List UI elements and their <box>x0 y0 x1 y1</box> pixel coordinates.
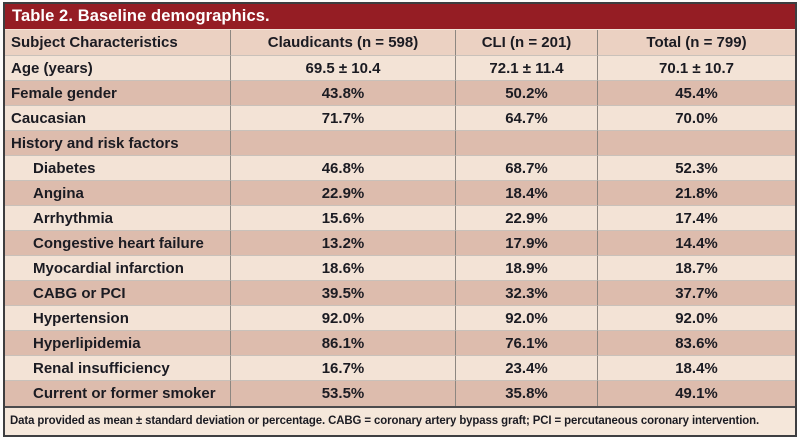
row-value: 53.5% <box>231 381 456 406</box>
row-value: 83.6% <box>598 331 795 356</box>
table-row: CABG or PCI 39.5% 32.3% 37.7% <box>5 281 795 306</box>
row-label: Renal insufficiency <box>5 356 231 381</box>
table-row: Myocardial infarction 18.6% 18.9% 18.7% <box>5 256 795 281</box>
table-row: Diabetes 46.8% 68.7% 52.3% <box>5 156 795 181</box>
row-label: Diabetes <box>5 156 231 181</box>
row-value: 43.8% <box>231 81 456 106</box>
row-value: 71.7% <box>231 106 456 131</box>
row-label: CABG or PCI <box>5 281 231 306</box>
row-value: 86.1% <box>231 331 456 356</box>
row-value: 22.9% <box>231 181 456 206</box>
table-row: Current or former smoker 53.5% 35.8% 49.1% <box>5 381 795 406</box>
table-row: Female gender 43.8% 50.2% 45.4% <box>5 81 795 106</box>
row-value: 70.0% <box>598 106 795 131</box>
row-value: 17.9% <box>456 231 598 256</box>
row-value: 69.5 ± 10.4 <box>231 56 456 81</box>
row-value: 18.6% <box>231 256 456 281</box>
table-body: Age (years) 69.5 ± 10.4 72.1 ± 11.4 70.1 ± … <box>5 56 795 406</box>
table-row: Angina 22.9% 18.4% 21.8% <box>5 181 795 206</box>
row-label: Caucasian <box>5 106 231 131</box>
row-value: 16.7% <box>231 356 456 381</box>
row-label: History and risk factors <box>5 131 231 156</box>
table-title-bar: Table 2. Baseline demographics. <box>5 4 795 30</box>
row-value: 22.9% <box>456 206 598 231</box>
header-row: Subject Characteristics Claudicants (n =… <box>5 30 795 56</box>
row-value: 18.4% <box>598 356 795 381</box>
row-value: 64.7% <box>456 106 598 131</box>
column-header-total: Total (n = 799) <box>598 30 795 56</box>
table-row: Age (years) 69.5 ± 10.4 72.1 ± 11.4 70.1 ± … <box>5 56 795 81</box>
row-value: 68.7% <box>456 156 598 181</box>
table-title: Table 2. Baseline demographics. <box>12 7 270 25</box>
table-row: Arrhythmia 15.6% 22.9% 17.4% <box>5 206 795 231</box>
column-header-subject-characteristics: Subject Characteristics <box>5 30 231 56</box>
row-value: 70.1 ± 10.7 <box>598 56 795 81</box>
row-value: 14.4% <box>598 231 795 256</box>
row-value: 15.6% <box>231 206 456 231</box>
row-value: 39.5% <box>231 281 456 306</box>
row-value <box>456 131 598 156</box>
row-label: Hypertension <box>5 306 231 331</box>
row-value: 76.1% <box>456 331 598 356</box>
row-label: Myocardial infarction <box>5 256 231 281</box>
row-label: Current or former smoker <box>5 381 231 406</box>
row-value <box>598 131 795 156</box>
row-value: 92.0% <box>456 306 598 331</box>
table-row: Congestive heart failure 13.2% 17.9% 14.4% <box>5 231 795 256</box>
row-value: 13.2% <box>231 231 456 256</box>
row-label: Arrhythmia <box>5 206 231 231</box>
column-header-cli: CLI (n = 201) <box>456 30 598 56</box>
row-value: 17.4% <box>598 206 795 231</box>
table-row: History and risk factors <box>5 131 795 156</box>
row-value: 72.1 ± 11.4 <box>456 56 598 81</box>
table-frame: Table 2. Baseline demographics. Subject … <box>3 2 797 437</box>
row-value: 46.8% <box>231 156 456 181</box>
row-value: 18.4% <box>456 181 598 206</box>
table-footnote: Data provided as mean ± standard deviati… <box>10 413 760 427</box>
table-row: Renal insufficiency 16.7% 23.4% 18.4% <box>5 356 795 381</box>
column-header-claudicants: Claudicants (n = 598) <box>231 30 456 56</box>
row-label: Female gender <box>5 81 231 106</box>
table-footnote-bar: Data provided as mean ± standard deviati… <box>5 406 795 435</box>
row-value: 23.4% <box>456 356 598 381</box>
row-label: Hyperlipidemia <box>5 331 231 356</box>
row-label: Angina <box>5 181 231 206</box>
table-row: Hypertension 92.0% 92.0% 92.0% <box>5 306 795 331</box>
row-value: 50.2% <box>456 81 598 106</box>
row-value: 52.3% <box>598 156 795 181</box>
row-value: 18.7% <box>598 256 795 281</box>
row-value: 92.0% <box>598 306 795 331</box>
row-value <box>231 131 456 156</box>
row-value: 18.9% <box>456 256 598 281</box>
row-value: 49.1% <box>598 381 795 406</box>
row-label: Age (years) <box>5 56 231 81</box>
table-row: Caucasian 71.7% 64.7% 70.0% <box>5 106 795 131</box>
row-value: 21.8% <box>598 181 795 206</box>
row-value: 32.3% <box>456 281 598 306</box>
row-value: 45.4% <box>598 81 795 106</box>
table-row: Hyperlipidemia 86.1% 76.1% 83.6% <box>5 331 795 356</box>
row-value: 35.8% <box>456 381 598 406</box>
row-value: 37.7% <box>598 281 795 306</box>
row-label: Congestive heart failure <box>5 231 231 256</box>
demographics-table: Subject Characteristics Claudicants (n =… <box>5 30 795 406</box>
row-value: 92.0% <box>231 306 456 331</box>
